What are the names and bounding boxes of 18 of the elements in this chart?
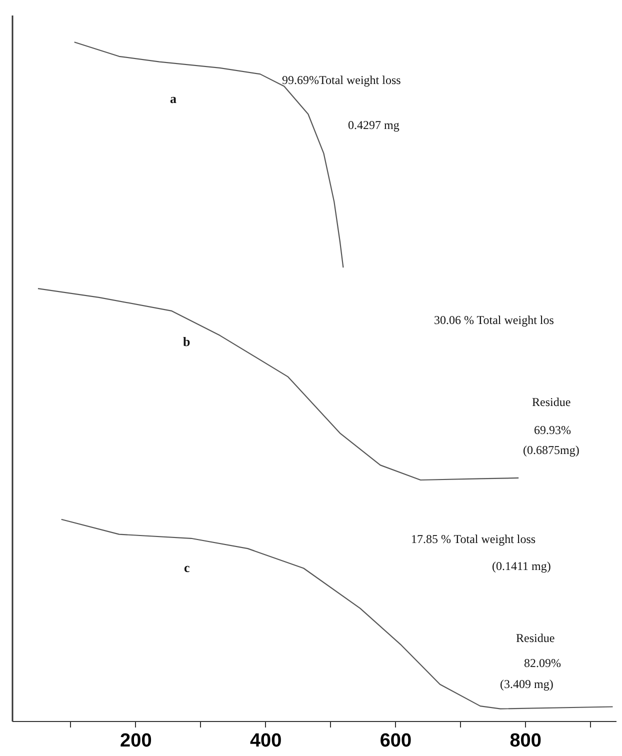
annotation: Residue — [532, 395, 571, 409]
x-tick-label: 400 — [250, 730, 282, 752]
annotation: 30.06 % Total weight los — [434, 313, 554, 327]
annotation: 82.09% — [524, 656, 561, 670]
x-tick-label: 600 — [380, 730, 412, 752]
annotation: 0.4297 mg — [348, 118, 400, 132]
annotation: 99.69%Total weight loss — [282, 73, 402, 87]
annotation: Residue — [516, 631, 555, 645]
annotation: (3.409 mg) — [500, 677, 554, 691]
annotation: (0.1411 mg) — [492, 559, 551, 573]
series-label: b — [183, 334, 190, 349]
series-label: c — [184, 560, 190, 575]
annotation: 17.85 % Total weight loss — [411, 532, 536, 546]
x-tick-label: 800 — [510, 730, 542, 752]
annotation: 69.93% — [534, 423, 571, 437]
text: a — [170, 91, 177, 106]
annotation: (0.6875mg) — [523, 443, 580, 457]
x-tick-label: 200 — [120, 730, 152, 752]
